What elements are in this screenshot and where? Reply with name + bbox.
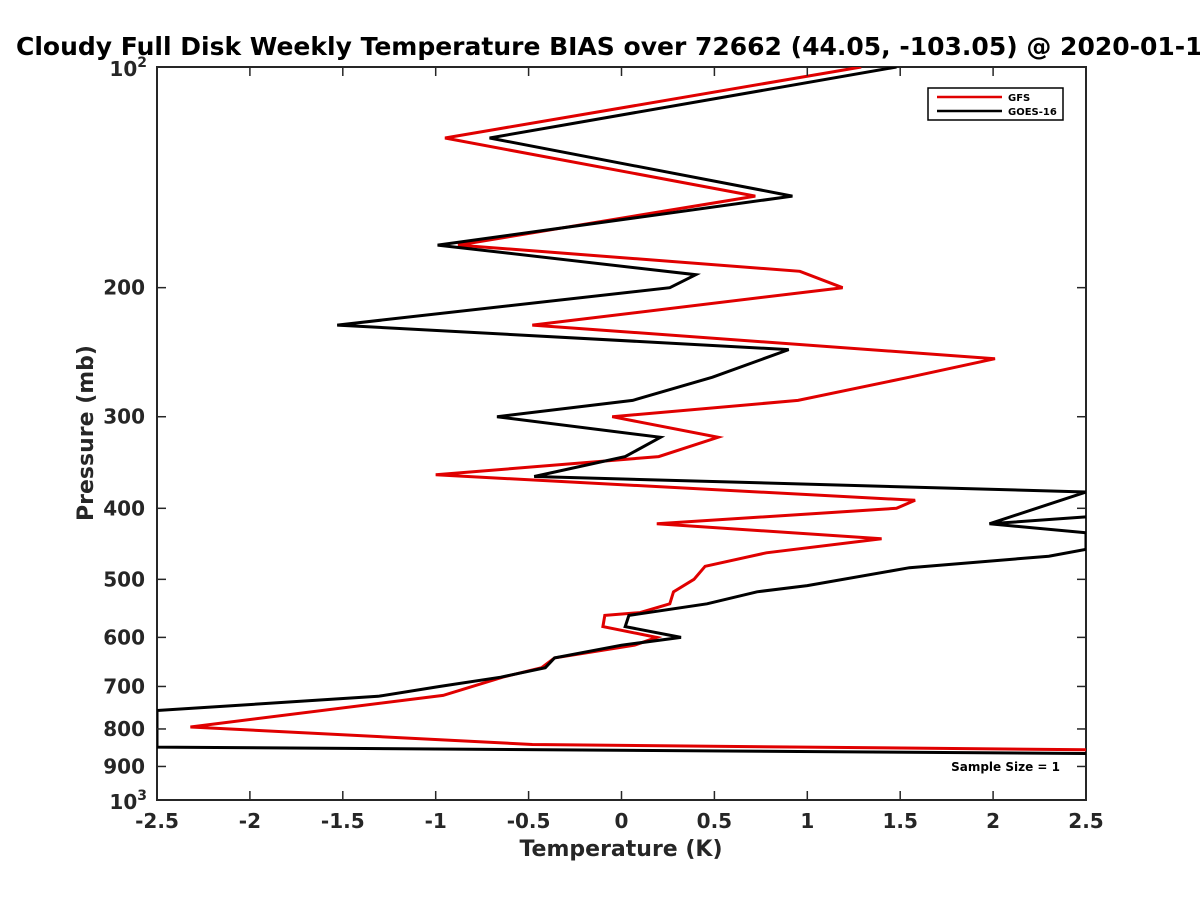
y-tick-label: 600 [103,625,145,649]
series-group [157,67,1086,755]
legend-label: GFS [1008,93,1030,104]
y-tick-label: 900 [103,754,145,778]
y-tick-label: 400 [103,496,145,520]
y-tick-label: 700 [103,674,145,698]
x-tick-label: 1 [800,809,814,833]
series-line-goes16 [157,67,1086,755]
y-tick-label: 500 [103,567,145,591]
y-tick-label: 200 [103,276,145,300]
legend: GFS GOES-16 [927,87,1064,121]
legend-box [927,87,1064,121]
x-tick-label: 2 [986,809,1000,833]
y-tick-exponent: 3 [137,788,147,804]
chart-title: Cloudy Full Disk Weekly Temperature BIAS… [16,32,1200,61]
x-tick-label: 0 [615,809,629,833]
x-tick-label: -2 [239,809,261,833]
x-axis-label: Temperature (K) [519,837,722,862]
y-tick-base: 10 [109,57,137,81]
x-tick-label: -2.5 [135,809,179,833]
y-tick-label: 103 [109,788,147,814]
sample-size-note: Sample Size = 1 [951,760,1060,774]
x-tick-label: 1.5 [882,809,917,833]
y-tick-exponent: 2 [137,55,147,71]
legend-label: GOES-16 [1008,107,1057,118]
y-tick-base: 10 [109,790,137,814]
y-tick-label: 300 [103,405,145,429]
y-axis-label: Pressure (mb) [74,345,99,521]
plot-area: -2.5 -2 -1.5 -1 -0.5 0 0.5 1 1.5 2 2.5 10220030040… [103,55,1103,833]
x-tick-label: -0.5 [507,809,551,833]
y-tick-label: 800 [103,717,145,741]
x-tick-label: -1.5 [321,809,365,833]
x-tick-label: 2.5 [1068,809,1103,833]
x-tick-label: -1 [425,809,447,833]
y-tick-label: 102 [109,55,147,81]
x-axis-ticks: -2.5 -2 -1.5 -1 -0.5 0 0.5 1 1.5 2 2.5 [135,67,1104,833]
x-tick-label: 0.5 [697,809,732,833]
